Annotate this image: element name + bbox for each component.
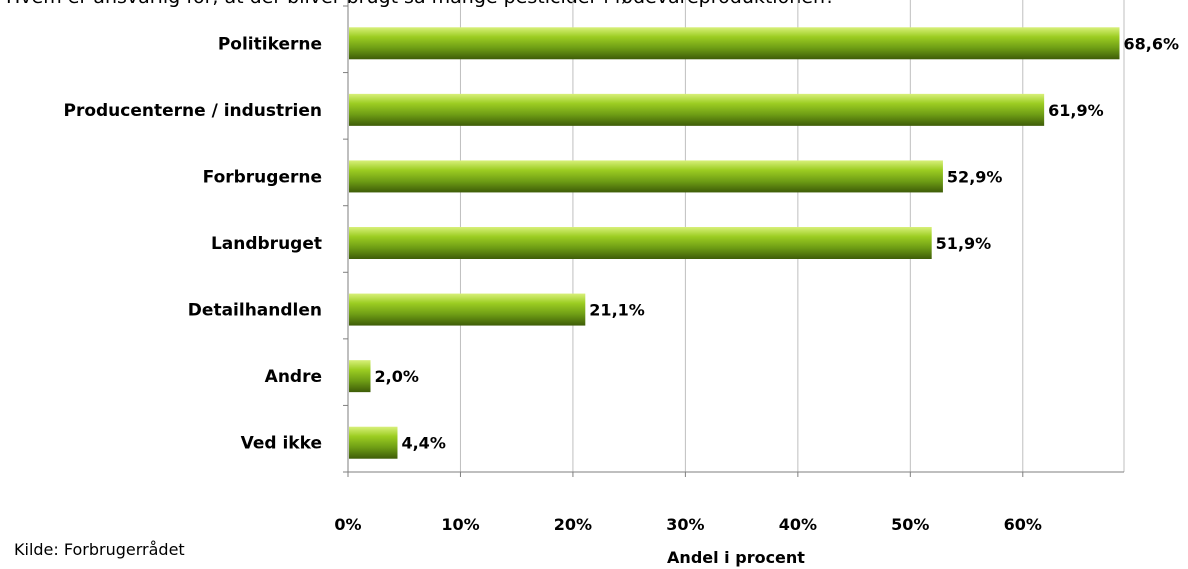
- source-note: Kilde: Forbrugerrådet: [14, 540, 185, 559]
- bar: [349, 360, 371, 393]
- bar: [349, 160, 943, 193]
- category-label: Detailhandlen: [188, 301, 322, 321]
- x-tick-label: 40%: [779, 515, 817, 534]
- bar: [349, 293, 586, 326]
- x-tick-label: 10%: [441, 515, 479, 534]
- x-tick-label: 0%: [334, 515, 361, 534]
- value-label: 68,6%: [1124, 34, 1180, 53]
- value-label: 4,4%: [401, 434, 445, 453]
- axes: [343, 0, 1124, 477]
- labels: 0% 10% 20% 30% 40% 50% 60% Politikerne 68,6% Prod…: [63, 34, 1179, 534]
- x-tick-label: 60%: [1004, 515, 1042, 534]
- category-label: Andre: [265, 367, 322, 387]
- bar: [349, 227, 932, 259]
- bar: [349, 426, 398, 459]
- category-label: Politikerne: [218, 34, 322, 54]
- bars: [349, 27, 1120, 459]
- bar: [349, 27, 1120, 60]
- category-label: Producenterne / industrien: [63, 101, 322, 121]
- category-label: Landbruget: [211, 234, 322, 254]
- x-axis-title: Andel i procent: [667, 548, 805, 567]
- category-label: Forbrugerne: [203, 167, 322, 187]
- value-label: 21,1%: [589, 301, 645, 320]
- x-tick-label: 20%: [554, 515, 592, 534]
- header-text: Hvem er ansvarlig for, at der bliver bru…: [6, 0, 835, 8]
- x-tick-label: 30%: [666, 515, 704, 534]
- bar: [349, 93, 1045, 126]
- value-label: 52,9%: [947, 167, 1003, 186]
- x-tick-label: 50%: [891, 515, 929, 534]
- value-label: 2,0%: [374, 367, 418, 386]
- category-label: Ved ikke: [241, 434, 322, 454]
- value-label: 51,9%: [936, 234, 992, 253]
- value-label: 61,9%: [1048, 101, 1104, 120]
